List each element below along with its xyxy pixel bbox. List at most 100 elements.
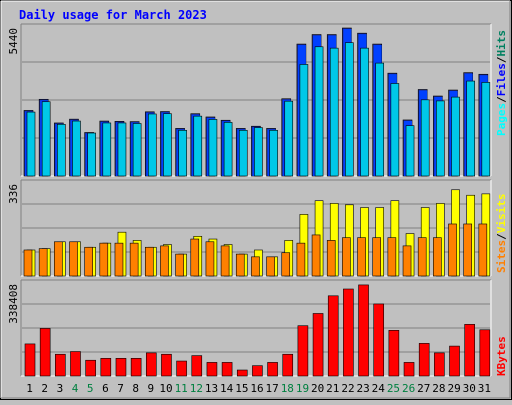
sites-bar-18 [281,252,291,277]
x-tick-label-3: 3 [57,382,64,395]
x-tick-label-18: 18 [281,382,294,395]
x-tick-label-28: 28 [432,382,445,395]
hits-bar-5 [87,132,96,177]
x-tick-label-9: 9 [148,382,155,395]
sites-bar-27 [417,237,427,277]
sites-bar-29 [448,223,457,277]
kbytes-bar-4 [70,351,81,377]
hits-bar-28 [436,100,445,177]
x-tick-label-22: 22 [341,382,354,395]
hits-bar-3 [57,124,66,177]
hits-bar-23 [360,47,369,177]
sites-bar-4 [69,241,78,277]
hits-bar-9 [147,113,157,177]
hits-bar-4 [72,120,81,177]
hits-bar-16 [254,127,263,177]
x-tick-label-23: 23 [357,382,370,395]
sites-bar-10 [160,245,169,277]
kbytes-bar-28 [434,352,445,377]
sites-bar-20 [311,234,321,277]
hits-bar-10 [163,113,172,177]
x-tick-label-29: 29 [447,382,460,395]
kbytes-bar-30 [464,324,475,377]
kbytes-bar-5 [85,359,96,377]
panel-middle-ymax-label: 336 [7,184,20,204]
sites-bar-5 [84,246,93,277]
x-tick-label-13: 13 [205,382,218,395]
sites-bar-14 [220,245,230,277]
x-tick-label-6: 6 [102,382,109,395]
hits-bar-26 [405,125,415,177]
legend-sites-visits-part: Visits [495,194,508,234]
kbytes-bar-22 [343,288,354,377]
x-tick-label-2: 2 [41,382,48,395]
x-tick-label-12: 12 [190,382,203,395]
sites-bar-31 [478,223,488,277]
sites-bar-12 [190,238,200,277]
hits-bar-31 [481,82,491,177]
hits-bar-29 [451,96,460,177]
legend-sites-visits-part: / [495,233,508,240]
x-tick-label-11: 11 [175,382,188,395]
sites-bar-13 [205,241,215,277]
legend-pages-files-hits-part: Hits [495,30,508,57]
hits-bar-20 [314,46,324,177]
kbytes-bar-18 [282,353,294,377]
x-tick-label-26: 26 [402,382,415,395]
x-tick-label-31: 31 [478,382,491,395]
legend-pages-files-hits-part: Files [495,63,508,96]
legend-pages-files-hits-part: Pages [495,103,508,136]
x-tick-label-8: 8 [132,382,139,395]
sites-bar-21 [326,240,336,277]
kbytes-bar-13 [206,362,218,377]
sites-bar-1 [23,249,33,277]
kbytes-bar-20 [312,313,324,377]
sites-bar-2 [38,248,48,277]
kbytes-bar-12 [191,355,203,377]
kbytes-bar-10 [161,353,172,377]
hits-bar-25 [390,83,400,177]
x-tick-label-4: 4 [72,382,79,395]
kbytes-bar-31 [479,329,491,377]
x-tick-label-30: 30 [463,382,476,395]
sites-bar-22 [342,237,351,277]
sites-bar-28 [433,237,442,277]
kbytes-bar-23 [358,284,369,377]
x-tick-label-21: 21 [326,382,339,395]
hits-bar-21 [329,47,339,177]
kbytes-bar-6 [100,358,112,377]
hits-bar-6 [102,122,112,177]
x-tick-label-5: 5 [87,382,94,395]
x-tick-label-7: 7 [117,382,124,395]
hits-bar-1 [26,111,36,177]
hits-bar-27 [420,99,430,177]
sites-bar-16 [251,256,260,277]
sites-bar-26 [402,245,412,277]
sites-bar-15 [235,253,245,277]
x-tick-label-24: 24 [372,382,386,395]
hits-bar-30 [466,80,475,177]
x-tick-label-19: 19 [296,382,309,395]
x-tick-label-27: 27 [417,382,430,395]
hits-bar-15 [238,129,248,177]
kbytes-bar-11 [176,360,187,377]
hits-bar-12 [193,115,203,177]
x-tick-label-1: 1 [26,382,33,395]
hits-bar-14 [223,122,233,177]
hits-bar-7 [117,122,127,177]
sites-bar-3 [54,241,63,277]
kbytes-bar-15 [236,369,248,377]
hits-bar-22 [345,42,354,177]
x-tick-label-17: 17 [266,382,279,395]
kbytes-bar-7 [115,358,127,377]
legend-pages-files-hits-part: / [495,56,508,63]
kbytes-bar-19 [297,325,309,377]
legend-kbytes: KBytes [495,336,508,376]
kbytes-bar-8 [130,358,142,377]
x-tick-label-15: 15 [235,382,248,395]
hits-bar-17 [269,129,278,177]
sites-bar-8 [129,242,139,277]
x-tick-label-16: 16 [250,382,263,395]
